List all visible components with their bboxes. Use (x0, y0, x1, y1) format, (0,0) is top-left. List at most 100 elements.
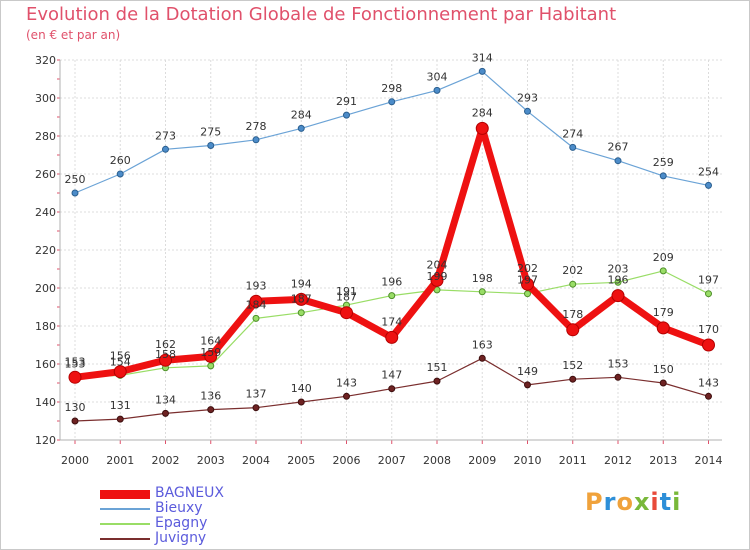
data-label-epagny: 184 (246, 298, 267, 311)
data-point-bieuxy (71, 189, 79, 197)
data-label-juvigny: 153 (608, 357, 629, 370)
data-point-bieuxy (614, 157, 622, 165)
data-label-juvigny: 147 (381, 369, 402, 382)
data-label-bieuxy: 293 (517, 91, 538, 104)
y-tick-label: 220 (35, 244, 56, 257)
data-point-epagny (297, 309, 305, 317)
data-label-bieuxy: 278 (246, 120, 267, 133)
data-point-bieuxy (388, 98, 396, 106)
data-point-epagny (569, 280, 577, 288)
x-tick-label: 2010 (514, 454, 542, 467)
data-point-juvigny (343, 392, 350, 400)
x-tick-label: 2002 (152, 454, 180, 467)
data-label-epagny: 199 (427, 270, 448, 283)
data-label-epagny: 203 (608, 262, 629, 275)
chart-title: Evolution de la Dotation Globale de Fonc… (26, 4, 617, 25)
data-label-epagny: 198 (472, 272, 493, 285)
data-label-bagneux: 202 (517, 262, 538, 275)
data-point-bagneux (702, 338, 715, 352)
data-point-juvigny (569, 375, 577, 383)
data-label-bagneux: 178 (562, 308, 583, 321)
x-tick-label: 2014 (695, 454, 723, 467)
data-label-bieuxy: 273 (155, 129, 176, 142)
data-point-juvigny (659, 379, 667, 387)
data-label-juvigny: 130 (65, 401, 86, 414)
data-point-juvigny (388, 385, 396, 393)
data-label-bieuxy: 254 (698, 165, 719, 178)
y-tick-label: 140 (35, 396, 56, 409)
data-point-juvigny (524, 381, 531, 389)
data-point-bagneux (294, 292, 308, 306)
data-label-bieuxy: 304 (427, 70, 448, 83)
data-label-epagny: 158 (155, 348, 176, 361)
data-label-juvigny: 149 (517, 365, 538, 378)
data-point-juvigny (71, 417, 79, 425)
data-point-juvigny (433, 377, 441, 385)
data-point-juvigny (252, 404, 260, 412)
data-label-bieuxy: 291 (336, 95, 357, 108)
y-tick-label: 280 (35, 130, 56, 143)
data-label-epagny: 159 (200, 346, 221, 359)
data-label-bagneux: 170 (698, 323, 719, 336)
x-tick-label: 2011 (559, 454, 587, 467)
data-label-bagneux: 156 (110, 350, 131, 363)
logo-letter: r (603, 488, 617, 516)
legend-label: BAGNEUX (155, 485, 224, 501)
data-point-juvigny (705, 392, 712, 400)
y-tick-label: 260 (35, 168, 56, 181)
data-label-juvigny: 163 (472, 338, 493, 351)
data-point-juvigny (478, 354, 486, 362)
data-point-bieuxy (433, 86, 441, 94)
data-label-juvigny: 150 (653, 363, 674, 376)
legend-label: Juvigny (155, 530, 207, 546)
data-point-juvigny (116, 415, 124, 423)
data-point-bieuxy (524, 107, 531, 115)
logo-letter: x (633, 488, 651, 516)
data-label-juvigny: 136 (200, 390, 221, 403)
data-label-epagny: 154 (110, 355, 131, 368)
data-label-juvigny: 134 (155, 393, 176, 406)
plot-area (60, 60, 722, 440)
data-point-epagny (388, 292, 396, 300)
x-tick-label: 2005 (287, 454, 315, 467)
data-point-bagneux (611, 289, 625, 303)
data-label-juvigny: 143 (698, 376, 719, 389)
data-point-juvigny (207, 406, 215, 414)
data-label-bieuxy: 267 (608, 141, 629, 154)
x-tick-label: 2008 (423, 454, 451, 467)
data-point-bagneux (113, 365, 127, 379)
data-label-juvigny: 131 (110, 399, 131, 412)
y-tick-label: 240 (35, 206, 56, 219)
data-label-bieuxy: 274 (562, 127, 583, 140)
data-label-bagneux: 193 (246, 279, 267, 292)
data-label-juvigny: 151 (427, 361, 448, 374)
data-point-epagny (252, 314, 260, 322)
data-label-bieuxy: 284 (291, 108, 312, 121)
data-label-bagneux: 162 (155, 338, 176, 351)
data-point-bieuxy (343, 111, 350, 119)
data-label-epagny: 202 (562, 264, 583, 277)
data-label-bagneux: 179 (653, 306, 674, 319)
x-tick-label: 2007 (378, 454, 406, 467)
data-label-bieuxy: 250 (65, 173, 86, 186)
legend-swatch (100, 523, 150, 525)
data-point-bieuxy (207, 142, 215, 149)
data-label-juvigny: 143 (336, 376, 357, 389)
data-label-bagneux: 204 (427, 258, 448, 271)
x-tick-label: 2003 (197, 454, 225, 467)
chart-subtitle: (en € et par an) (26, 28, 121, 42)
data-point-bieuxy (705, 181, 712, 189)
data-point-bieuxy (297, 124, 305, 132)
data-point-bagneux (430, 273, 444, 287)
data-point-bieuxy (478, 67, 486, 75)
data-point-bagneux (566, 323, 580, 337)
logo-letter: P (585, 488, 604, 516)
data-label-bagneux: 164 (200, 334, 221, 347)
data-label-bieuxy: 260 (110, 154, 131, 167)
data-point-epagny (614, 278, 622, 286)
data-point-juvigny (297, 398, 305, 406)
x-tick-label: 2004 (242, 454, 270, 467)
data-point-epagny (524, 290, 531, 298)
legend-label: Epagny (155, 515, 208, 531)
data-point-bagneux (656, 321, 670, 335)
